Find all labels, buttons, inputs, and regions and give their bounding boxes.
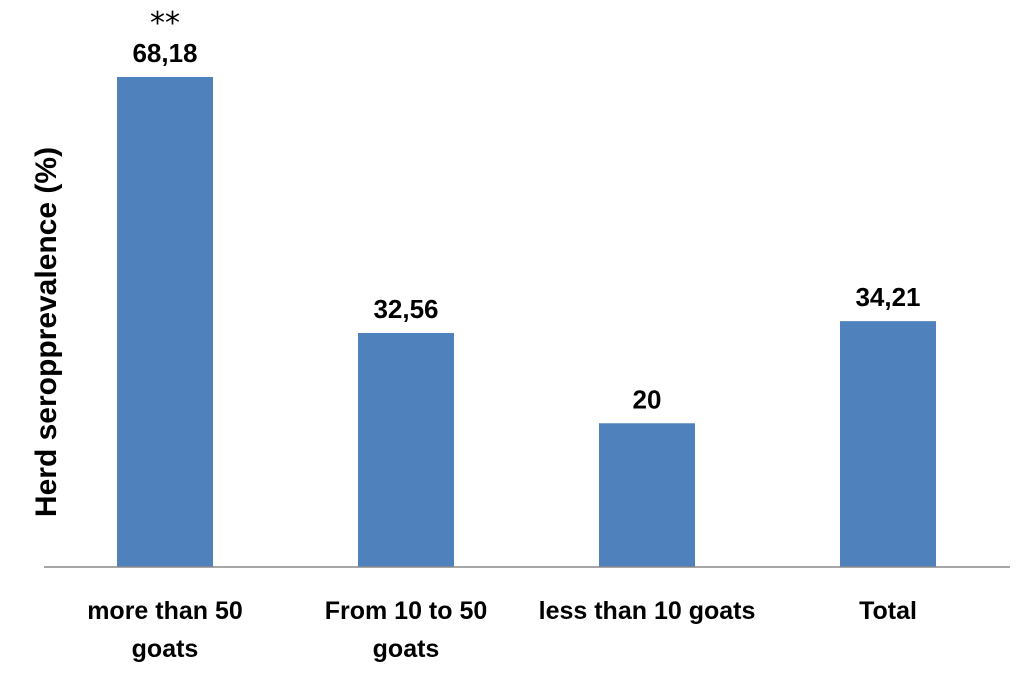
x-tick-label-0-line-1: goats <box>132 635 199 663</box>
y-axis-title: Herd seropprevalence (%) <box>30 147 63 517</box>
x-tick-label-2-line-0: less than 10 goats <box>539 597 756 625</box>
x-tick-label-3-line-0: Total <box>859 597 917 625</box>
data-label-1: 32,56 <box>373 294 438 324</box>
data-label-2: 20 <box>633 384 662 414</box>
significance-annotation-0: ** <box>150 6 180 41</box>
x-tick-label-1-line-0: From 10 to 50 <box>325 597 488 625</box>
bar-0 <box>117 77 213 567</box>
bar-3 <box>840 321 936 567</box>
bar-2 <box>599 423 695 567</box>
data-label-3: 34,21 <box>855 282 920 312</box>
data-label-0: 68,18 <box>132 38 197 68</box>
x-tick-label-1-line-1: goats <box>373 635 440 663</box>
x-tick-label-0-line-0: more than 50 <box>87 597 243 625</box>
bar-1 <box>358 332 454 567</box>
plot-area: 68,18 more than 50 goats 32,56 From 10 to 50… <box>87 6 936 663</box>
